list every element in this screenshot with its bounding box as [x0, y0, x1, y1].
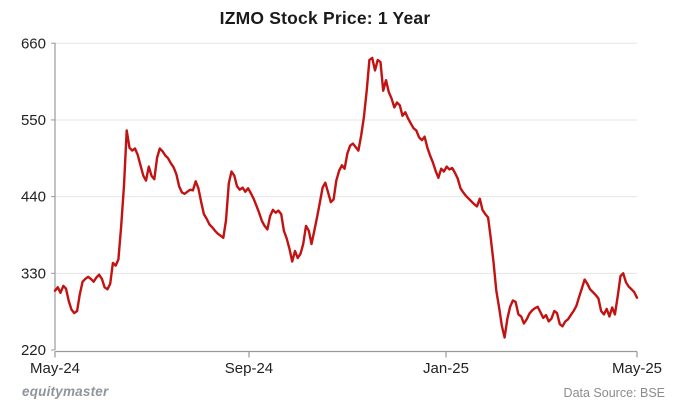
x-tick-label-May-25: May-25 — [612, 360, 662, 377]
x-tick-label-Jan-25: Jan-25 — [423, 360, 469, 377]
data-source-note: Data Source: BSE — [563, 386, 665, 400]
axis-tick-labels: 220 330 440 550 660 May-24 Sep-24 Jan-25 May-25 — [21, 35, 662, 377]
price-line-series — [53, 56, 639, 339]
y-tick-label-220: 220 — [21, 342, 46, 359]
y-tick-label-440: 440 — [21, 189, 46, 206]
axes — [51, 42, 638, 358]
x-tick-label-Sep-24: Sep-24 — [225, 360, 273, 377]
chart-title: IZMO Stock Price: 1 Year — [219, 8, 431, 28]
stock-price-line — [53, 56, 639, 339]
equitymaster-logo: equitymaster — [22, 384, 109, 399]
gridlines — [55, 42, 637, 274]
y-tick-label-660: 660 — [21, 35, 46, 52]
y-tick-label-330: 330 — [21, 265, 46, 282]
y-tick-label-550: 550 — [21, 112, 46, 129]
x-tick-label-May-24: May-24 — [30, 360, 80, 377]
